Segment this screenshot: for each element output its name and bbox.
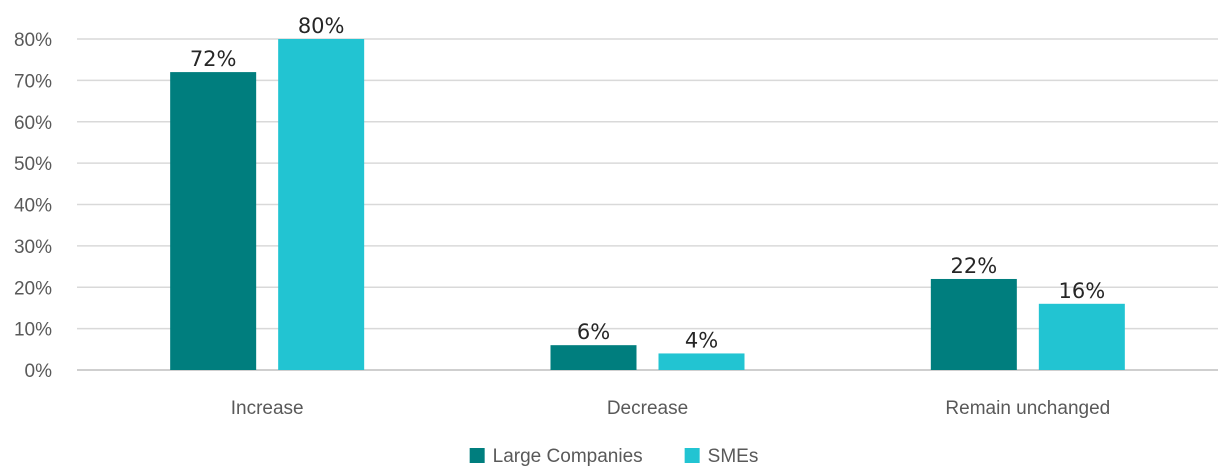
bar-large-companies-decrease bbox=[550, 345, 637, 370]
gridlines bbox=[77, 38, 1218, 371]
y-tick-label: 70% bbox=[14, 71, 52, 92]
x-axis-categories: Increase Decrease Remain unchanged bbox=[231, 398, 1111, 419]
y-axis-ticks: 0% 10% 20% 30% 40% 50% 60% 70% 80% bbox=[14, 30, 52, 382]
legend-swatch bbox=[684, 448, 700, 463]
legend-item-smes: SMEs bbox=[684, 446, 759, 467]
y-tick-label: 40% bbox=[14, 196, 52, 217]
y-tick-label: 30% bbox=[14, 237, 52, 258]
legend-label: SMEs bbox=[708, 446, 759, 467]
y-tick-label: 10% bbox=[14, 320, 52, 341]
data-label: 72% bbox=[190, 47, 237, 71]
y-tick-label: 20% bbox=[14, 278, 52, 299]
bars bbox=[170, 39, 1125, 370]
category-label: Decrease bbox=[607, 398, 688, 419]
bar-smes-decrease bbox=[658, 353, 745, 370]
data-label: 4% bbox=[685, 328, 718, 352]
legend-swatch bbox=[469, 448, 485, 463]
bar-smes-increase bbox=[278, 39, 365, 370]
legend: Large Companies SMEs bbox=[469, 446, 759, 467]
y-tick-label: 0% bbox=[25, 361, 53, 382]
category-label: Remain unchanged bbox=[945, 398, 1110, 419]
bar-smes-remain-unchanged bbox=[1038, 303, 1125, 370]
legend-label: Large Companies bbox=[493, 446, 643, 467]
legend-item-large-companies: Large Companies bbox=[469, 446, 643, 467]
category-label: Increase bbox=[231, 398, 304, 419]
bar-large-companies-increase bbox=[170, 72, 257, 370]
data-labels: 72% 80% 6% 4% 22% 16% bbox=[190, 14, 1105, 352]
data-label: 16% bbox=[1058, 279, 1105, 303]
bar-large-companies-remain-unchanged bbox=[930, 278, 1017, 370]
data-label: 22% bbox=[950, 254, 997, 278]
data-label: 6% bbox=[577, 320, 610, 344]
y-tick-label: 80% bbox=[14, 30, 52, 51]
data-label: 80% bbox=[298, 14, 345, 38]
y-tick-label: 50% bbox=[14, 154, 52, 175]
y-tick-label: 60% bbox=[14, 113, 52, 134]
